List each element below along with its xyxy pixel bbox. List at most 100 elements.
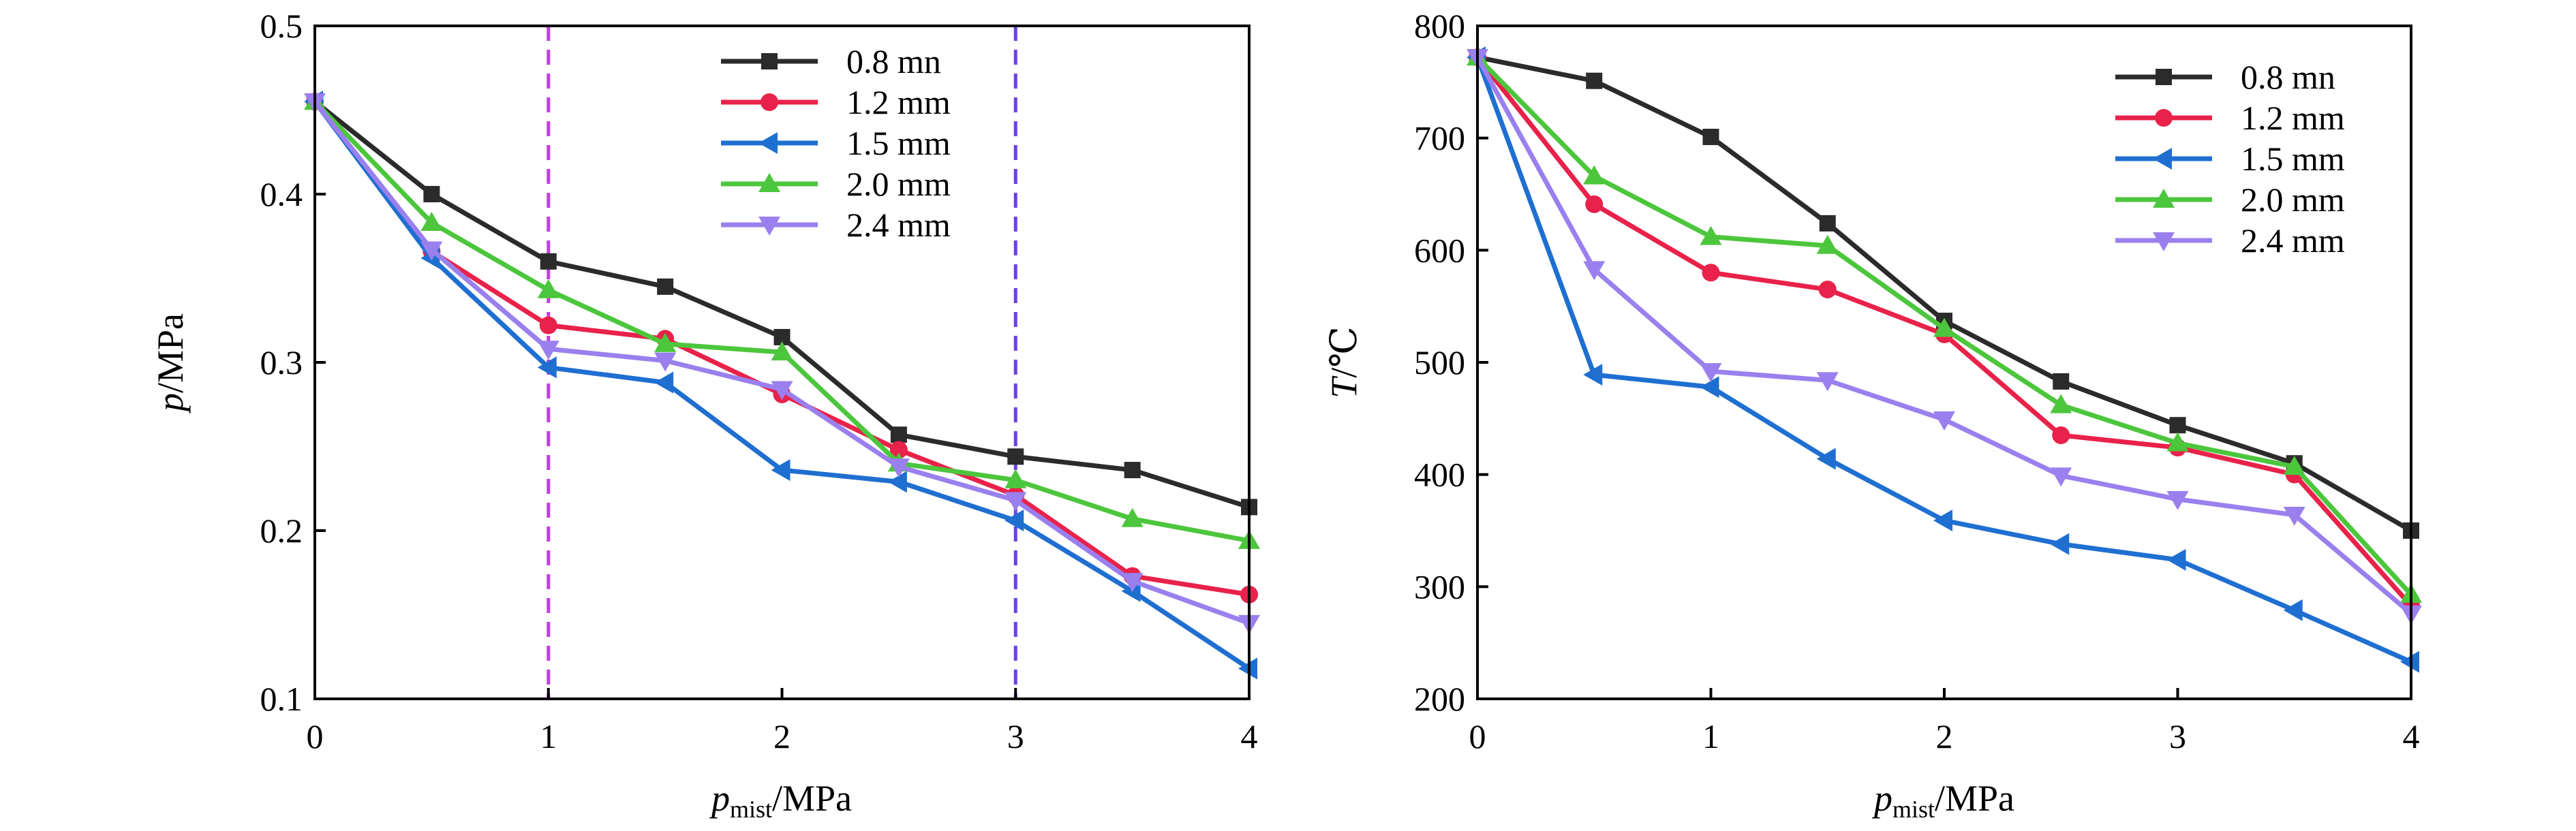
data-point [539,316,557,334]
data-point [1702,264,1720,282]
y-tick-label: 0.5 [260,7,303,45]
data-point [1933,317,1955,337]
x-tick-label: 3 [1007,717,1024,755]
data-point [423,186,440,202]
data-point [657,278,674,295]
data-point [2283,599,2303,621]
legend-label-5: 2.4 mm [846,206,951,244]
legend: 0.8 mn1.2 mm1.5 mm2.0 mm2.4 mm [721,42,951,244]
x-tick-label: 2 [1936,717,1953,755]
data-point [1818,280,1837,298]
legend-marker-3 [758,132,778,154]
data-point [540,253,557,270]
x-axis-label-subscript: mist [1892,796,1935,823]
data-point [2169,417,2186,434]
x-tick-label: 1 [540,717,557,755]
y-tick-label: 0.3 [260,343,303,381]
data-point [1933,509,1952,532]
data-point [2050,467,2072,487]
legend-marker-1 [2156,69,2172,85]
x-axis-label-subscript: mist [730,796,772,823]
legend-label-1: 0.8 mn [846,42,941,80]
data-point [1700,376,1719,398]
data-point [654,352,677,372]
data-point [887,458,910,478]
data-point [1586,72,1603,89]
legend-marker-1 [761,53,778,69]
x-tick-label: 0 [307,717,324,755]
y-axis-label: T/℃ [1323,326,1364,398]
y-tick-label: 200 [1414,680,1465,718]
data-point [1702,129,1719,146]
y-tick-label: 800 [1414,7,1465,45]
y-axis-label: p/MPa [150,313,191,414]
legend-label-3: 1.5 mm [2241,140,2345,178]
legend-marker-2 [761,93,778,111]
data-point [2283,456,2305,475]
data-point [771,381,793,401]
data-point [1005,509,1024,532]
data-point [887,471,907,493]
data-point [537,279,559,298]
data-point [1700,225,1722,245]
y-axis-label-symbol: T [1323,375,1364,398]
data-point [2166,432,2189,452]
legend-label-4: 2.0 mm [2241,181,2345,219]
data-point [771,341,793,361]
data-point [890,426,907,443]
legend-label-3: 1.5 mm [846,124,951,162]
x-tick-label: 4 [1241,717,1258,755]
legend-label-2: 1.2 mm [2241,99,2345,137]
x-axis-label-unit: /MPa [772,778,852,819]
legend-label-5: 2.4 mm [2241,221,2345,260]
series-line-1 [313,99,1251,509]
data-point [1816,448,1836,470]
y-tick-label: 0.4 [260,175,303,213]
legend-marker-2 [2155,109,2173,127]
y-tick-label: 400 [1414,456,1465,494]
data-point [420,211,443,231]
y-tick-label: 300 [1414,567,1465,606]
legend: 0.8 mn1.2 mm1.5 mm2.0 mm2.4 mm [2115,58,2345,260]
data-point [889,441,908,459]
y-tick-label: 0.2 [260,512,303,550]
legend-marker-3 [2153,148,2172,170]
x-axis-label: pmist/MPa [1871,778,2014,823]
x-axis-label-symbol: p [709,778,730,819]
data-point [1005,492,1027,512]
legend-marker-4 [758,173,780,192]
x-tick-label: 3 [2169,717,2186,755]
data-point [1583,364,1603,386]
x-tick-label: 4 [2403,717,2420,755]
x-axis-label-symbol: p [1871,778,1892,819]
data-point [654,371,674,394]
legend-label-1: 0.8 mn [2241,58,2335,96]
series-line-5 [313,99,1251,626]
data-point [2166,548,2186,571]
legend-label-4: 2.0 mm [846,165,951,203]
data-point [1933,411,1955,430]
data-point [2283,506,2305,526]
data-point [2166,490,2189,510]
data-point [1124,462,1141,479]
data-point [1583,165,1606,185]
data-point [1007,448,1024,465]
y-axis-label-symbol: p [150,393,191,414]
x-tick-label: 0 [1469,717,1486,755]
data-point [420,241,443,261]
legend-marker-5 [758,217,780,236]
y-axis-label-unit: /MPa [150,313,191,393]
data-point [537,356,557,379]
data-point [1005,469,1027,488]
data-point [1585,195,1604,213]
data-point [1121,507,1144,527]
legend-marker-5 [2153,232,2175,251]
data-point [771,459,791,482]
y-tick-label: 700 [1414,119,1465,157]
y-tick-label: 500 [1414,343,1465,381]
panel-temperature: 0 1 2 3 4 200 300 400 500 600 700 800 pmist/MPa T/℃ 0.… [1323,7,2422,823]
x-axis-label-unit: /MPa [1935,778,2014,819]
legend-marker-4 [2153,189,2175,208]
